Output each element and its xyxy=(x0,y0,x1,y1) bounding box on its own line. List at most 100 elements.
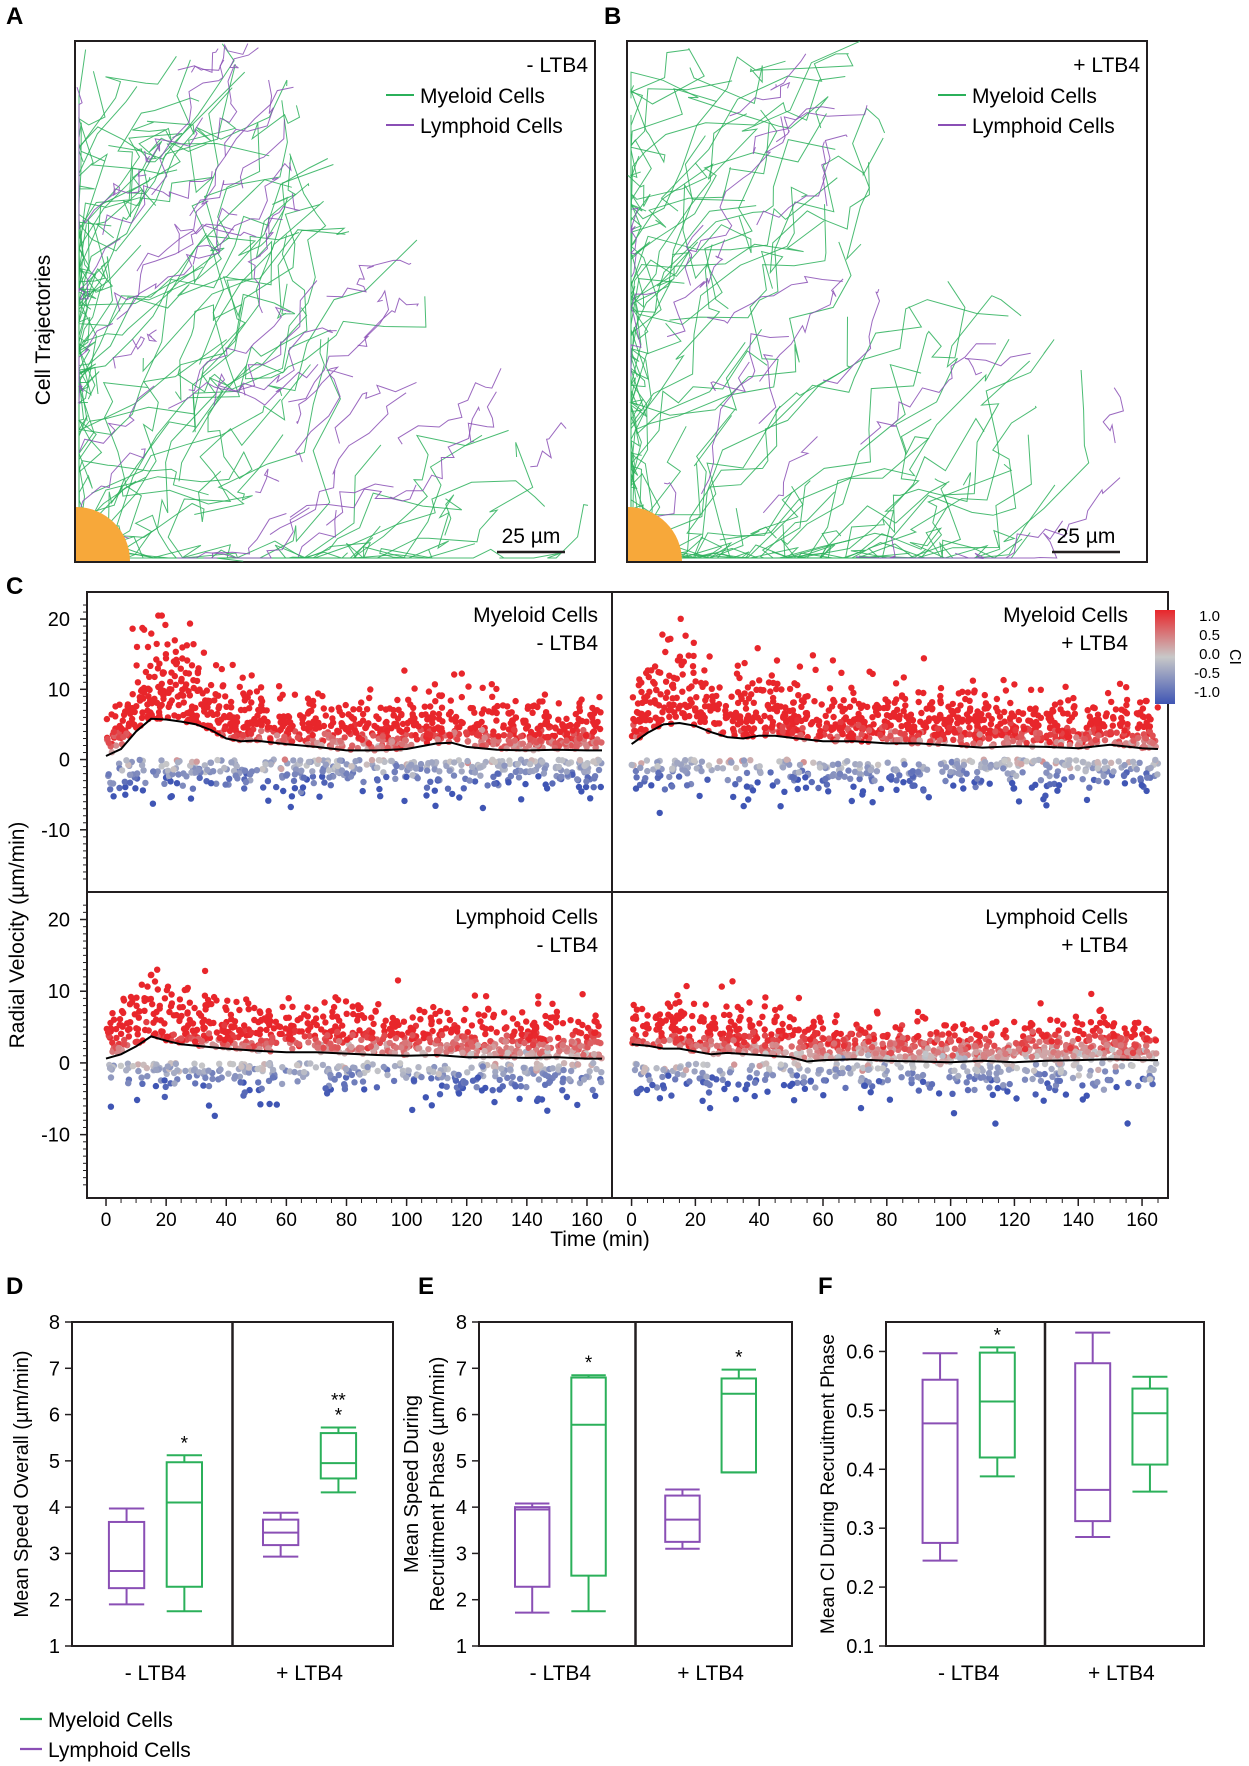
scatter-point xyxy=(705,1089,713,1096)
scatter-point xyxy=(417,765,424,772)
scatter-point xyxy=(898,1074,905,1081)
scatter-point xyxy=(849,1065,857,1072)
trajectory-line xyxy=(189,119,285,217)
scatter-point xyxy=(1092,718,1100,725)
scatter-point xyxy=(283,772,290,779)
scatter-point xyxy=(1097,1019,1104,1026)
scatter-point xyxy=(1032,1043,1039,1050)
scatter-point xyxy=(812,666,819,673)
scatter-point xyxy=(970,740,977,747)
scatter-point xyxy=(517,1025,525,1033)
scatter-point xyxy=(488,681,495,688)
scatter-point xyxy=(125,1033,133,1040)
scatter-point xyxy=(1089,764,1096,772)
scatter-point xyxy=(631,1066,639,1074)
scatter-point xyxy=(421,1008,428,1016)
scatter-point xyxy=(651,680,658,687)
scatter-point xyxy=(309,768,316,775)
scatter-point xyxy=(224,997,231,1004)
trajectory-line xyxy=(102,171,213,236)
scatter-point xyxy=(1140,723,1148,731)
trajectory-line xyxy=(390,406,480,499)
scatter-point xyxy=(409,1106,416,1114)
scatter-point xyxy=(1073,734,1080,741)
scatter-point xyxy=(749,787,757,794)
scatter-point xyxy=(158,757,165,764)
scatter-point xyxy=(300,774,308,781)
scatter-point xyxy=(164,1033,171,1040)
scatter-point xyxy=(598,1078,605,1086)
scatter-point xyxy=(315,719,322,726)
scatter-point xyxy=(370,1020,377,1028)
scatter-point xyxy=(124,1020,131,1027)
scatter-point xyxy=(1035,1027,1043,1034)
scatter-point xyxy=(742,699,749,707)
scatter-point xyxy=(1123,696,1131,704)
scatter-point xyxy=(841,705,849,713)
scatter-point xyxy=(251,715,258,723)
scatter-point xyxy=(593,1018,600,1026)
scatter-point xyxy=(511,737,519,744)
scatter-point xyxy=(1054,722,1061,729)
scatter-point xyxy=(769,1072,777,1079)
scatter-point xyxy=(938,1040,945,1048)
scatter-point xyxy=(848,684,855,691)
scatter-point xyxy=(267,1018,274,1025)
scatter-point xyxy=(946,1074,953,1081)
scatter-point xyxy=(590,728,598,735)
scatter-point xyxy=(390,1077,398,1085)
scatter-point xyxy=(538,1035,545,1043)
scatter-point xyxy=(1037,1077,1045,1085)
scatter-point xyxy=(771,1006,779,1014)
scatter-point xyxy=(1087,1044,1095,1051)
scatter-point xyxy=(179,655,186,662)
scatter-point xyxy=(1129,1062,1136,1070)
scatter-point xyxy=(926,715,933,722)
trajectory-line xyxy=(630,303,642,558)
scatter-point xyxy=(263,1026,270,1034)
scatter-point xyxy=(141,995,148,1002)
scatter-point xyxy=(740,802,747,810)
scatter-point xyxy=(178,1035,185,1042)
trajectory-line xyxy=(759,278,844,382)
scatter-point xyxy=(257,1101,264,1108)
scatter-point xyxy=(542,1071,549,1079)
scatter-point xyxy=(855,721,862,729)
scatter-point xyxy=(217,1066,224,1073)
scatter-point xyxy=(574,1061,582,1068)
scatter-point xyxy=(150,1010,157,1018)
scatter-point xyxy=(774,778,781,785)
scatter-point xyxy=(563,1093,571,1101)
scatter-point xyxy=(343,1036,351,1043)
trajectory-line xyxy=(707,275,843,324)
scatter-point xyxy=(765,1065,773,1072)
scatter-point xyxy=(907,711,915,718)
trajectory-line xyxy=(1063,477,1121,538)
scatter-point xyxy=(276,713,283,720)
scatter-point xyxy=(779,723,786,730)
scatter-point xyxy=(1113,1083,1120,1091)
scatter-point xyxy=(264,777,272,785)
scatter-point xyxy=(118,767,126,774)
scatter-point xyxy=(1094,758,1101,766)
scatter-point xyxy=(632,785,640,792)
scatter-point xyxy=(170,1031,177,1038)
scatter-point xyxy=(474,1042,482,1049)
scatter-point xyxy=(780,714,787,721)
scatter-point xyxy=(925,794,932,801)
scatter-point xyxy=(179,782,186,789)
scatter-point xyxy=(950,736,957,743)
scatter-point xyxy=(582,783,590,791)
scatter-point xyxy=(367,1043,374,1050)
trajectory-line xyxy=(188,306,291,392)
scatter-point xyxy=(290,757,297,764)
scatter-point xyxy=(552,725,559,732)
scatter-point xyxy=(196,774,203,782)
scatter-point xyxy=(246,689,253,696)
scatter-point xyxy=(221,764,228,772)
scatter-point xyxy=(336,757,344,764)
scatter-point xyxy=(399,720,407,728)
scatter-point xyxy=(408,741,415,749)
trajectory-line xyxy=(247,217,283,314)
scatter-point xyxy=(327,1071,334,1079)
